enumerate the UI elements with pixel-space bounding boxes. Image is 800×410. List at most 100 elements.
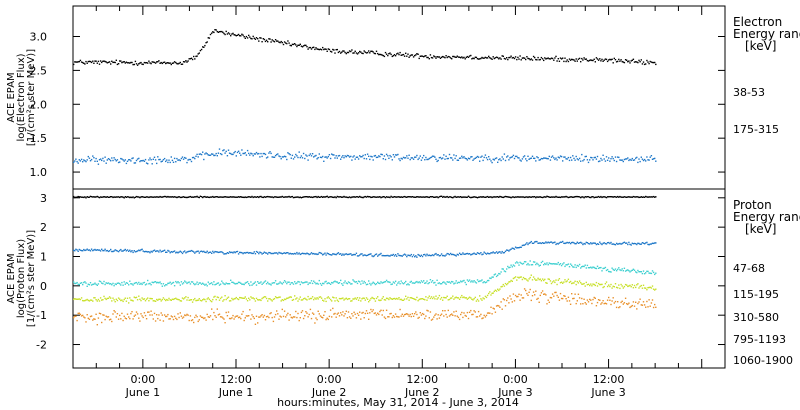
data-point xyxy=(87,60,89,63)
data-point xyxy=(175,252,177,254)
data-point xyxy=(84,249,86,252)
data-point xyxy=(419,298,421,300)
data-point xyxy=(233,282,235,284)
data-point xyxy=(491,313,493,315)
data-point xyxy=(402,315,405,317)
data-point xyxy=(481,299,483,301)
data-point xyxy=(111,320,113,323)
data-point xyxy=(503,57,506,60)
data-point xyxy=(629,306,631,309)
data-point xyxy=(439,314,442,317)
data-point xyxy=(655,160,657,162)
data-point xyxy=(251,153,253,155)
data-point xyxy=(288,319,290,321)
data-point xyxy=(95,196,97,198)
data-point xyxy=(551,196,554,198)
data-point xyxy=(353,311,355,313)
data-point xyxy=(191,196,194,198)
data-point xyxy=(431,318,434,320)
data-point xyxy=(295,253,297,255)
data-point xyxy=(224,196,226,198)
data-point xyxy=(200,300,203,302)
data-point xyxy=(500,58,502,60)
data-point xyxy=(132,251,134,254)
data-point xyxy=(190,299,193,301)
data-point xyxy=(203,46,205,48)
data-point xyxy=(193,282,195,285)
data-point xyxy=(564,196,566,198)
data-point xyxy=(600,242,602,245)
data-point xyxy=(225,298,227,301)
data-point xyxy=(264,196,267,198)
data-point xyxy=(641,272,644,275)
data-point xyxy=(88,284,91,286)
data-point xyxy=(361,298,363,300)
data-point xyxy=(143,196,146,198)
data-point xyxy=(508,159,510,161)
data-point xyxy=(314,48,316,51)
data-point xyxy=(528,58,530,60)
data-point xyxy=(268,283,270,285)
data-point xyxy=(341,297,343,300)
data-point xyxy=(438,282,441,284)
data-point xyxy=(398,53,400,56)
data-point xyxy=(581,266,583,268)
data-point xyxy=(412,56,415,58)
data-point xyxy=(342,155,344,157)
data-point xyxy=(589,59,591,62)
data-point xyxy=(224,322,226,324)
data-point xyxy=(427,297,429,299)
data-point xyxy=(405,295,407,297)
data-point xyxy=(178,251,180,253)
data-point xyxy=(562,240,564,243)
data-point xyxy=(125,282,128,284)
data-point xyxy=(366,195,369,198)
data-point xyxy=(223,149,225,151)
data-point xyxy=(519,159,521,161)
data-point xyxy=(233,318,235,320)
data-point xyxy=(105,282,107,284)
data-point xyxy=(563,262,565,264)
data-point xyxy=(615,196,618,198)
data-point xyxy=(195,251,197,253)
data-point xyxy=(74,250,76,252)
data-point xyxy=(627,269,629,271)
data-point xyxy=(279,155,281,158)
data-point xyxy=(619,159,621,161)
data-point xyxy=(382,158,384,160)
data-point xyxy=(572,58,574,61)
data-point xyxy=(575,283,577,286)
data-point xyxy=(217,251,220,254)
data-point xyxy=(565,195,567,198)
data-point xyxy=(268,196,270,198)
data-point xyxy=(593,156,595,159)
data-point xyxy=(355,252,358,254)
data-point xyxy=(517,56,519,59)
data-point xyxy=(369,253,371,255)
data-point xyxy=(318,313,320,315)
data-point xyxy=(426,196,428,198)
data-point xyxy=(425,282,427,284)
data-point xyxy=(163,298,166,301)
data-point xyxy=(640,271,642,273)
data-point xyxy=(510,248,512,250)
data-point xyxy=(453,254,455,256)
data-point xyxy=(301,252,304,254)
data-point xyxy=(507,265,509,268)
data-point xyxy=(172,250,175,253)
data-point xyxy=(336,157,338,159)
data-point xyxy=(142,196,144,198)
data-point xyxy=(482,297,484,299)
data-point xyxy=(544,196,546,198)
data-point xyxy=(347,253,350,256)
data-point xyxy=(458,281,461,284)
data-point xyxy=(143,160,146,162)
data-point xyxy=(623,158,626,161)
data-point xyxy=(203,250,205,253)
data-point xyxy=(348,156,351,158)
data-point xyxy=(139,320,141,322)
data-point xyxy=(392,196,395,198)
data-point xyxy=(280,316,282,318)
data-point xyxy=(113,285,115,287)
